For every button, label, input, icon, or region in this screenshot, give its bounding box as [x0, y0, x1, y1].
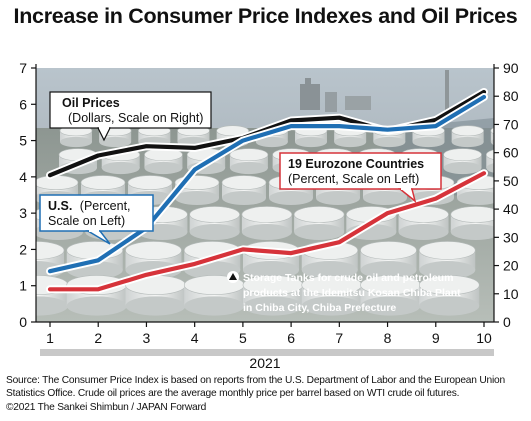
storage-tank	[293, 206, 345, 240]
photo-caption-line-1: Storage Tanks for crude oil and petroleu…	[243, 272, 453, 284]
photo-caption-line-3: in Chiba City, Chiba Prefecture	[243, 302, 396, 314]
storage-tank	[241, 206, 293, 240]
storage-tank	[301, 275, 363, 316]
storage-tank	[59, 125, 93, 148]
right-tick-label: 10	[503, 286, 519, 302]
storage-tank	[443, 148, 482, 175]
x-tick-label: 8	[384, 330, 392, 346]
right-tick-label: 60	[503, 145, 519, 161]
legend-us: U.S. (Percent, Scale on Left)	[39, 194, 154, 245]
storage-tank	[450, 206, 494, 240]
left-tick-label: 2	[19, 241, 27, 257]
left-tick-label: 1	[19, 278, 27, 294]
left-tick-label: 6	[19, 96, 27, 112]
storage-tank	[242, 275, 304, 316]
legend-us-subtitle-a: (Percent,	[80, 199, 131, 213]
legend-eurozone-subtitle: (Percent, Scale on Left)	[288, 172, 419, 186]
storage-tank	[398, 206, 449, 240]
storage-tank	[490, 127, 494, 146]
storage-tank	[360, 275, 421, 316]
storage-tank	[229, 148, 269, 175]
series-2-line	[46, 169, 488, 294]
right-tick-label: 40	[503, 201, 519, 217]
storage-tank	[418, 241, 476, 279]
storage-tank	[485, 149, 494, 173]
storage-tank	[144, 148, 183, 175]
storage-tank	[418, 275, 480, 316]
storage-tank	[189, 206, 240, 240]
x-tick-label: 2	[94, 330, 102, 346]
photo-caption-line-2: products at the Idemitsu Kosan Chiba Pla…	[243, 287, 461, 299]
chart-title: Increase in Consumer Price Indexes and O…	[13, 4, 518, 28]
storage-tank	[221, 175, 267, 206]
x-tick-label: 3	[143, 330, 151, 346]
x-axis: 1 2 3 4 5 6 7 8 9 10	[36, 321, 494, 346]
left-tick-label: 4	[19, 169, 27, 185]
copyright: ©2021 The Sankei Shimbun / JAPAN Forward	[6, 402, 207, 413]
photo-caption: Storage Tanks for crude oil and petroleu…	[227, 271, 461, 314]
storage-tank	[36, 275, 69, 316]
left-tick-label: 7	[19, 60, 27, 76]
left-tick-label: 5	[19, 133, 27, 149]
right-tick-label: 0	[503, 314, 511, 330]
legend-eurozone-name: 19 Eurozone Countries	[288, 157, 424, 171]
legend-oil-subtitle: (Dollars, Scale on Right)	[68, 111, 203, 125]
right-tick-label: 30	[503, 229, 519, 245]
legend-us-subtitle-b: Scale on Left)	[48, 214, 125, 228]
x-tick-label: 5	[239, 330, 247, 346]
svg-text:U.S. (Percent,: U.S. (Percent,	[48, 199, 131, 213]
legend-eurozone: 19 Eurozone Countries (Percent, Scale on…	[279, 152, 442, 203]
storage-tank	[360, 241, 417, 279]
right-tick-label: 50	[503, 173, 519, 189]
source-note: Source: The Consumer Price Index is base…	[6, 375, 505, 399]
left-tick-label: 3	[19, 205, 27, 221]
x-tick-label: 9	[432, 330, 440, 346]
right-tick-label: 90	[503, 60, 519, 76]
left-axis: 0 1 2 3 4 5 6 7	[19, 60, 37, 330]
right-tick-label: 70	[503, 116, 519, 132]
x-axis-label: 2021	[249, 355, 280, 371]
year-bar	[40, 349, 494, 356]
x-tick-label: 7	[335, 330, 343, 346]
x-tick-label: 10	[476, 330, 492, 346]
x-tick-label: 4	[191, 330, 199, 346]
legend-oil: Oil Prices (Dollars, Scale on Right)	[49, 91, 212, 142]
right-tick-label: 20	[503, 258, 519, 274]
right-axis: 0 10 20 30 40 50 60 70 80 90	[493, 60, 519, 330]
right-tick-label: 80	[503, 88, 519, 104]
storage-tank	[451, 125, 484, 148]
x-tick-label: 1	[46, 330, 54, 346]
x-tick-label: 6	[287, 330, 295, 346]
legend-us-name: U.S.	[48, 199, 72, 213]
series-1-line	[46, 93, 488, 276]
legend-oil-name: Oil Prices	[62, 96, 120, 110]
left-tick-label: 0	[19, 314, 27, 330]
